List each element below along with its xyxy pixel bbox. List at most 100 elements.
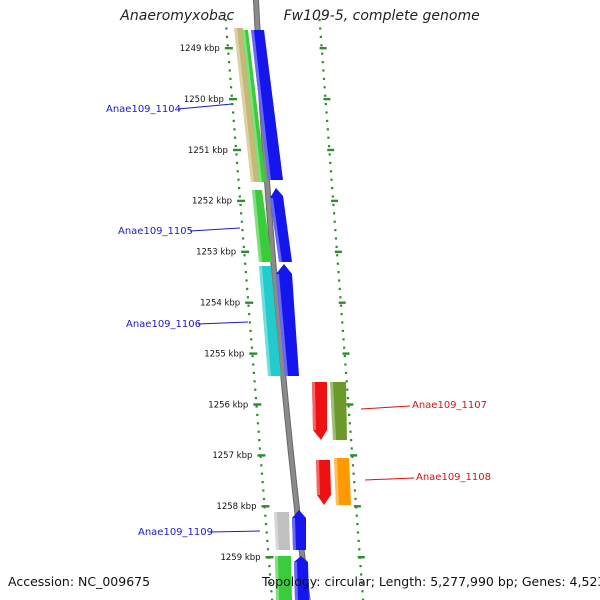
- gene-feature[interactable]: [294, 556, 309, 600]
- tick-dot: [246, 296, 249, 299]
- tick-dot: [355, 514, 358, 517]
- tick-dot: [231, 111, 235, 114]
- tick-dot: [245, 279, 248, 282]
- gene-label[interactable]: Anae109_1104: [106, 104, 181, 115]
- tick-dot: [346, 388, 349, 391]
- tick-dot: [258, 439, 261, 442]
- tick-dot: [247, 304, 250, 307]
- gene-feature-highlight: [270, 198, 282, 262]
- major-tick: [327, 148, 335, 152]
- tick-dot: [351, 464, 355, 467]
- major-tick: [224, 47, 233, 50]
- tick-dot: [353, 481, 356, 484]
- tick-dot: [242, 237, 245, 240]
- tick-dot: [321, 61, 324, 64]
- tick-dot: [348, 422, 351, 425]
- gene-label-leader: [209, 530, 261, 533]
- tick-dot: [270, 598, 274, 600]
- tick-dot: [323, 86, 326, 89]
- tick-dot: [336, 254, 339, 257]
- major-tick: [228, 97, 237, 101]
- gene-feature[interactable]: [259, 266, 281, 376]
- tick-dot: [262, 489, 265, 492]
- gene-feature-highlight: [312, 382, 316, 430]
- gene-label[interactable]: Anae109_1106: [126, 319, 201, 330]
- tick-dot: [359, 565, 362, 568]
- tick-dot: [256, 413, 259, 416]
- tick-label: 1257 kbp: [212, 451, 252, 461]
- tick-dot: [337, 271, 340, 274]
- tick-dot: [244, 262, 247, 265]
- tick-dot: [326, 119, 329, 122]
- major-tick: [249, 352, 258, 355]
- tick-dot: [227, 61, 231, 64]
- gene-feature-highlight: [252, 190, 262, 262]
- tick-dot: [251, 355, 254, 358]
- tick-dot: [327, 136, 330, 139]
- major-tick: [331, 199, 339, 203]
- tick-dot: [229, 86, 233, 89]
- tick-dot: [361, 598, 365, 600]
- tick-dot: [319, 27, 322, 30]
- tick-dot: [354, 497, 357, 500]
- major-tick: [237, 199, 246, 203]
- tick-label: 1258 kbp: [216, 502, 256, 512]
- tick-dot: [265, 531, 268, 534]
- tick-dot: [361, 590, 364, 593]
- tick-dot: [329, 161, 332, 164]
- tick-dot: [239, 203, 242, 206]
- tick-dot: [236, 170, 239, 173]
- tick-dot: [360, 573, 363, 576]
- tick-dot: [225, 35, 229, 38]
- tick-dot: [244, 271, 247, 274]
- tick-dot: [233, 128, 236, 131]
- gene-label-leader: [177, 103, 233, 110]
- tick-dot: [329, 170, 333, 173]
- tick-dot: [335, 245, 338, 248]
- tick-dot: [252, 363, 255, 366]
- tick-label: 1256 kbp: [208, 400, 248, 410]
- gene-label[interactable]: Anae109_1109: [138, 527, 213, 538]
- tick-dot: [327, 145, 331, 148]
- tick-dot: [260, 464, 263, 467]
- topology-text: Topology: circular; Length: 5,277,990 bp…: [262, 574, 600, 589]
- tick-dot: [321, 52, 324, 55]
- gene-label[interactable]: Anae109_1108: [416, 472, 491, 483]
- gene-feature[interactable]: [270, 188, 292, 262]
- tick-dot: [341, 329, 345, 332]
- gene-label[interactable]: Anae109_1107: [412, 400, 487, 411]
- tick-dot: [348, 413, 351, 416]
- tick-dot: [352, 472, 355, 475]
- tick-dot: [252, 371, 256, 374]
- tick-dot: [268, 573, 272, 576]
- gene-feature[interactable]: [252, 190, 272, 262]
- gene-label-leader: [189, 227, 241, 232]
- tick-label: 1259 kbp: [220, 553, 260, 563]
- tick-dot: [356, 531, 360, 534]
- gene-feature-highlight: [274, 512, 279, 550]
- tick-dot: [357, 539, 360, 542]
- tick-dot: [340, 313, 343, 316]
- tick-dot: [358, 548, 361, 551]
- major-tick: [357, 556, 365, 559]
- gene-feature-highlight: [242, 30, 262, 182]
- gene-feature-highlight: [334, 458, 339, 505]
- tick-dot: [341, 321, 344, 324]
- gene-label[interactable]: Anae109_1105: [118, 226, 193, 237]
- tick-dot: [350, 439, 353, 442]
- gene-feature[interactable]: [275, 556, 292, 600]
- tick-dot: [346, 397, 350, 400]
- tick-label: 1252 kbp: [192, 197, 232, 207]
- tick-dot: [224, 19, 227, 22]
- tick-dot: [351, 455, 354, 458]
- gene-feature[interactable]: [276, 264, 299, 376]
- tick-dot: [248, 313, 251, 316]
- tick-dot: [238, 195, 241, 198]
- tick-dot: [240, 220, 243, 223]
- tick-dot: [241, 229, 244, 232]
- tick-dot: [260, 472, 264, 475]
- gene-feature[interactable]: [251, 30, 283, 180]
- gene-feature-highlight: [294, 562, 298, 600]
